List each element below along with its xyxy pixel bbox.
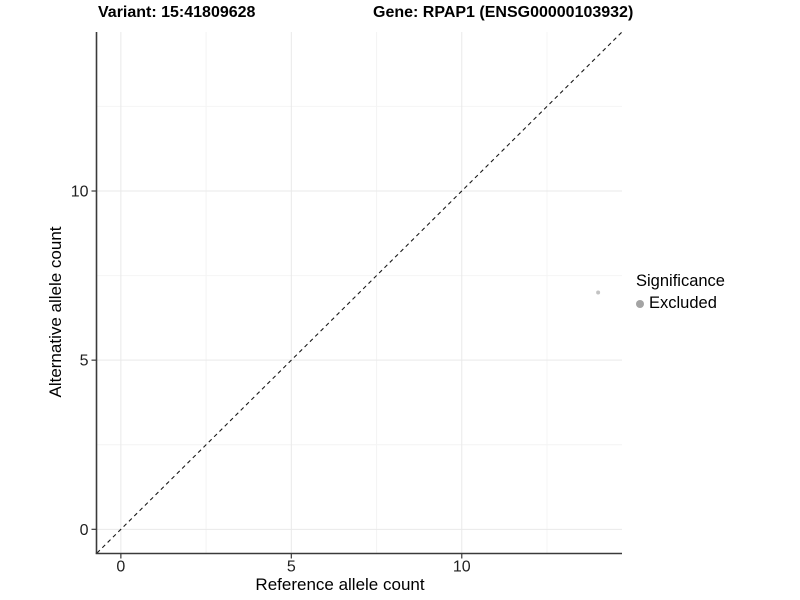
y-tick-label: 5 bbox=[80, 353, 89, 370]
x-axis-title: Reference allele count bbox=[255, 575, 425, 594]
data-point bbox=[596, 290, 601, 295]
plot-title-variant: Variant: 15:41809628 bbox=[98, 4, 256, 21]
legend-item-label: Excluded bbox=[649, 294, 717, 312]
legend-title: Significance bbox=[636, 272, 725, 290]
x-tick-label: 0 bbox=[116, 559, 125, 576]
x-tick-label: 5 bbox=[287, 559, 296, 576]
y-axis-title: Alternative allele count bbox=[46, 226, 65, 398]
plot-title-gene: Gene: RPAP1 (ENSG00000103932) bbox=[373, 4, 634, 21]
legend: Significance Excluded bbox=[636, 272, 725, 313]
legend-item-excluded: Excluded bbox=[636, 294, 725, 313]
x-tick-label: 10 bbox=[453, 559, 471, 576]
y-tick-label: 10 bbox=[71, 184, 89, 201]
legend-point-icon bbox=[636, 299, 644, 308]
identity-dashed-line bbox=[96, 31, 623, 554]
y-tick-label: 0 bbox=[80, 522, 89, 539]
